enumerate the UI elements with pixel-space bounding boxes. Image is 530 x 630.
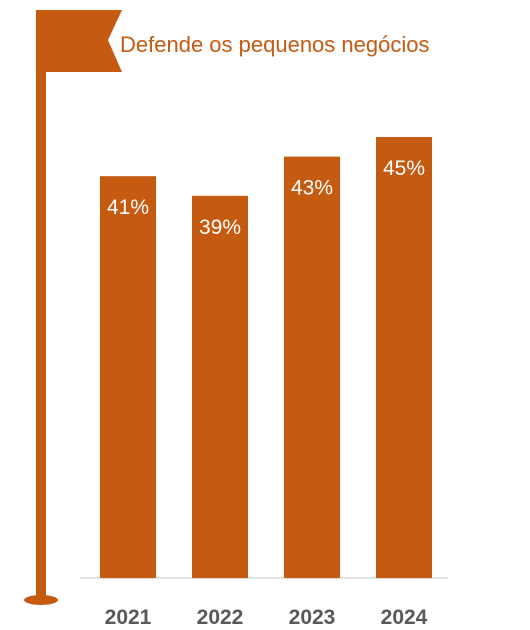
chart-title: Defende os pequenos negócios [120,32,429,57]
bar-2021 [100,176,156,578]
bar-value-label-2022: 39% [199,216,241,239]
title-banner [46,10,122,72]
bar-value-label-2024: 45% [383,157,425,180]
bar-2023 [284,156,340,578]
bars: 41% 2021 39% 2022 43% 2023 45% 2024 [100,137,432,629]
bar-value-label-2021: 41% [107,196,149,219]
bar-2024 [376,137,432,578]
bar-2022 [192,195,248,579]
x-tick-label-2024: 2024 [381,606,428,629]
x-tick-label-2021: 2021 [105,606,152,629]
x-tick-label-2023: 2023 [289,606,336,629]
flag-icon [24,10,58,605]
x-tick-label-2022: 2022 [197,606,244,629]
bar-value-label-2023: 43% [291,177,333,200]
